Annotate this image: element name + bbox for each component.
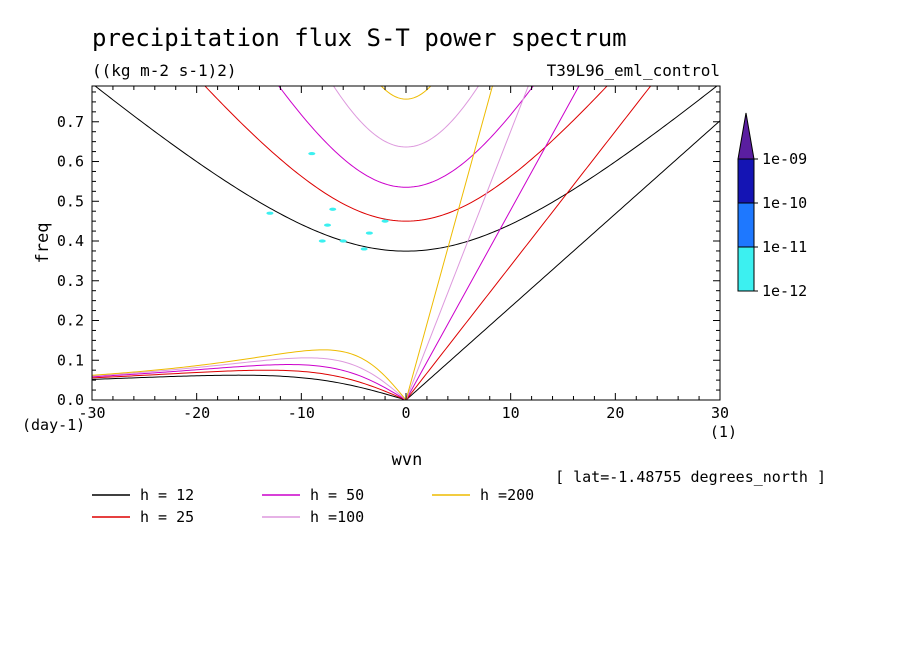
curve-h200-kelvin: [405, 86, 494, 400]
curve-h50-rossby: [92, 364, 407, 400]
spectral-patch-2: [329, 207, 337, 211]
x-axis: -30 -20 -10 0 10 20 30: [78, 86, 729, 422]
y-unit-label: (day-1): [22, 416, 85, 434]
x-tick-label: 0: [401, 404, 410, 422]
curve-h200-gravity: [380, 86, 432, 100]
y-tick-label: 0.2: [57, 312, 84, 330]
x-tick-label: -30: [78, 404, 105, 422]
colorbar-segment: [737, 158, 755, 204]
colorbar-label: 1e-12: [762, 282, 807, 300]
spectral-patch-3: [324, 223, 331, 227]
latitude-footnote: [ lat=-1.48755 degrees_north ]: [555, 468, 826, 486]
run-label: T39L96_eml_control: [547, 61, 720, 80]
chart-subtitle: ((kg m-2 s-1)2): [92, 61, 237, 80]
y-tick-label: 0.6: [57, 153, 84, 171]
spectral-patch-1: [266, 211, 274, 215]
spectral-patch-0: [308, 151, 316, 156]
curve-h50-kelvin: [405, 86, 580, 400]
x-axis-label: wvn: [392, 450, 423, 470]
y-tick-label: 0.3: [57, 272, 84, 290]
y-axis: 0.0 0.1 0.2 0.3 0.4 0.5 0.6 0.7: [57, 91, 720, 409]
curve-h100-rossby: [92, 357, 407, 400]
spectral-patch-6: [318, 239, 326, 243]
x-tick-label: -10: [288, 404, 315, 422]
dispersion-curves: [92, 86, 720, 400]
x-unit-label: (1): [710, 423, 737, 441]
curve-h100-kelvin: [405, 86, 529, 400]
y-tick-label: 0.1: [57, 351, 84, 369]
curve-h25-rossby: [92, 369, 407, 400]
spectral-patch-8: [360, 247, 368, 251]
legend-label: h =200: [480, 486, 534, 504]
curve-h50-gravity: [278, 86, 534, 188]
y-tick-label: 0.5: [57, 192, 84, 210]
colorbar: 1e-09 1e-10 1e-11 1e-12: [737, 112, 807, 300]
y-tick-label: 0.7: [57, 113, 84, 131]
spectral-patch-5: [381, 219, 389, 223]
y-tick-label: 0.4: [57, 232, 84, 250]
x-tick-label: -20: [183, 404, 210, 422]
colorbar-label: 1e-11: [762, 238, 807, 256]
legend-label: h = 12: [140, 486, 194, 504]
colorbar-segment: [737, 246, 755, 292]
legend-label: h = 50: [310, 486, 364, 504]
spectral-patch-7: [339, 239, 347, 243]
plot-frame: [91, 85, 721, 401]
curve-h12-kelvin: [405, 120, 720, 400]
spectral-patch-4: [365, 231, 373, 235]
curve-h25-kelvin: [405, 86, 652, 400]
curve-h12-rossby: [92, 374, 407, 400]
curve-h25-gravity: [204, 86, 608, 222]
colorbar-segment: [737, 202, 755, 248]
legend-label: h = 25: [140, 508, 194, 526]
colorbar-triangle: [737, 112, 755, 160]
x-tick-label: 20: [606, 404, 624, 422]
curve-h100-gravity: [332, 86, 480, 148]
colorbar-label: 1e-09: [762, 150, 807, 168]
x-tick-label: 10: [502, 404, 520, 422]
colorbar-label: 1e-10: [762, 194, 807, 212]
y-tick-label: 0.0: [57, 391, 84, 409]
spectral-patches: [266, 151, 389, 251]
legend-label: h =100: [310, 508, 364, 526]
legend: h = 12 h = 25 h = 50 h =100 h =200: [92, 486, 534, 526]
x-tick-label: 30: [711, 404, 729, 422]
y-axis-label: freq: [33, 223, 53, 264]
curve-h12-gravity: [94, 86, 718, 252]
curve-h200-rossby: [92, 349, 407, 400]
chart-title: precipitation flux S-T power spectrum: [92, 24, 627, 52]
